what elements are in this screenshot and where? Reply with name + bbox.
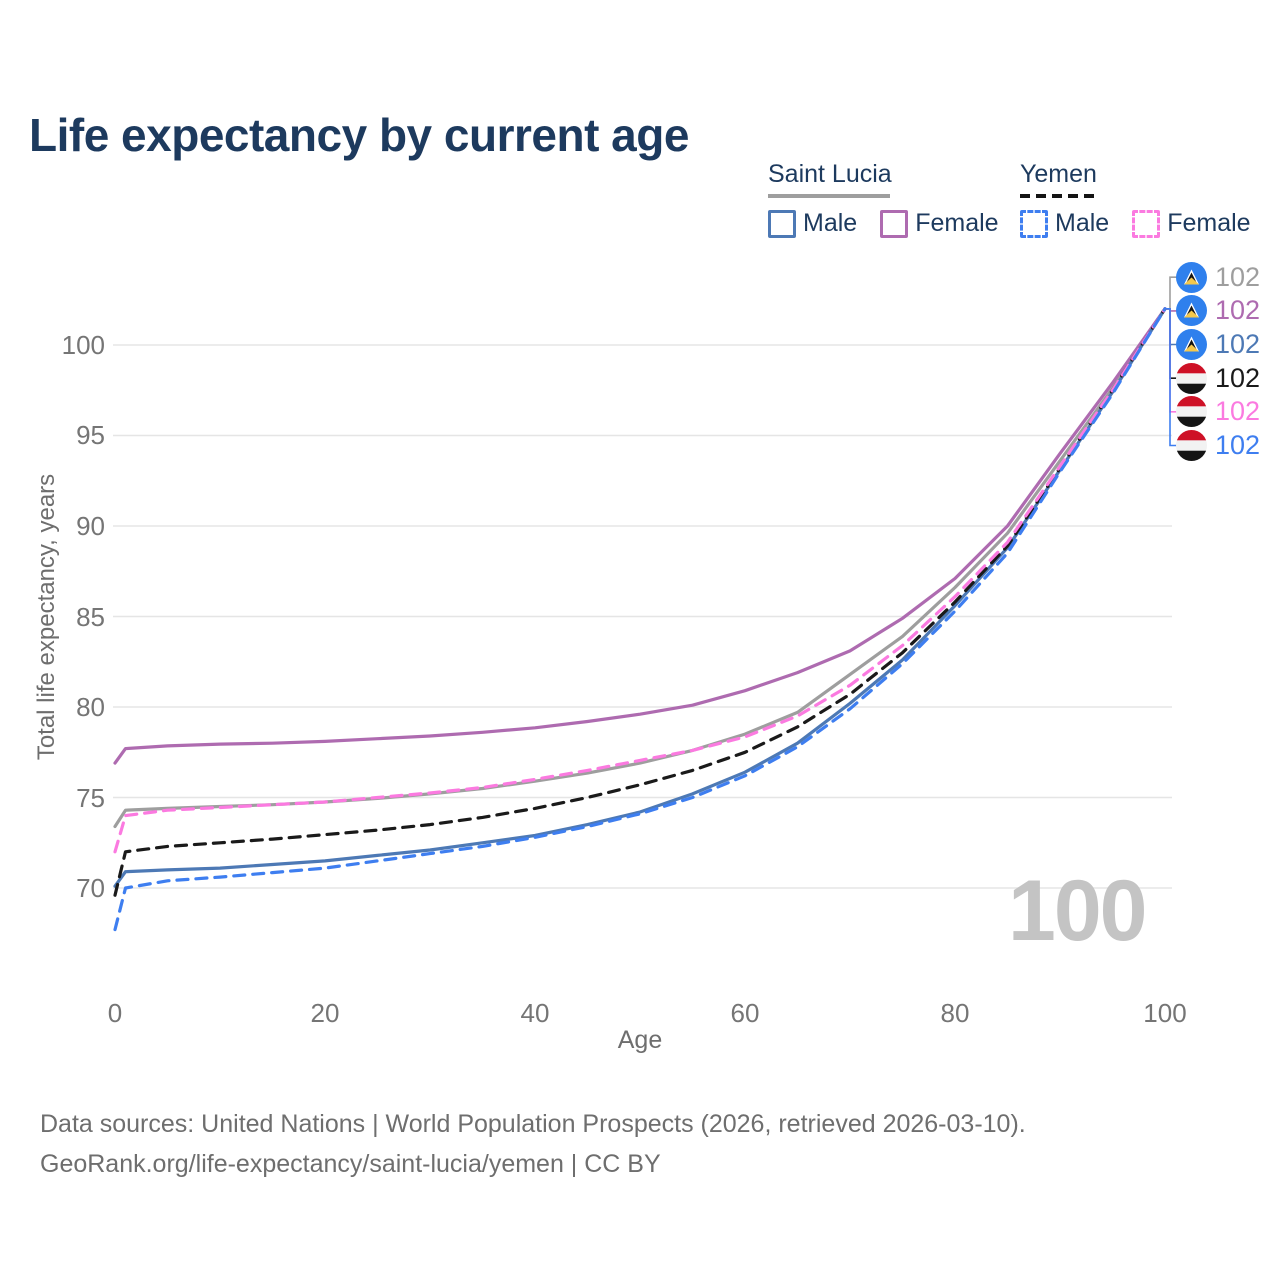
yemen-flag-icon (1176, 396, 1207, 428)
y-tick-label-100: 100 (61, 330, 105, 360)
legend-item-yemen-female[interactable]: Female (1132, 209, 1264, 238)
y-tick-label-80: 80 (76, 692, 105, 722)
endpoint-row-saint-lucia-male: 102 (1176, 329, 1260, 360)
saint-lucia-flag-icon (1176, 295, 1207, 327)
legend-label-saint-lucia-male: Male (803, 209, 858, 237)
endpoint-value-label-saint-lucia-female: 102 (1215, 295, 1261, 326)
legend-underline-yemen-dashed (1020, 194, 1100, 198)
x-tick-label-60: 60 (730, 998, 760, 1028)
endpoint-row-yemen-female: 102 (1176, 396, 1261, 428)
legend-item-yemen-male[interactable]: Male (1020, 209, 1123, 238)
legend-swatch-saint-lucia-female (880, 209, 909, 238)
endpoint-row-yemen-total: 102 (1176, 362, 1261, 394)
legend-item-saint-lucia-female[interactable]: Female (880, 209, 1012, 238)
endpoint-row-saint-lucia-female: 102 (1176, 295, 1261, 327)
y-tick-label-90: 90 (76, 511, 105, 541)
footer-attribution: GeoRank.org/life-expectancy/saint-lucia/… (40, 1150, 661, 1178)
x-axis-title: Age (617, 1026, 663, 1054)
endpoint-value-label-yemen-female: 102 (1215, 396, 1261, 427)
endpoint-value-label-saint-lucia-total: 102 (1215, 261, 1261, 292)
legend-swatch-yemen-female (1132, 209, 1161, 238)
x-tick-label-0: 0 (107, 998, 123, 1028)
legend-label-saint-lucia-female: Female (915, 209, 999, 237)
y-tick-label-95: 95 (76, 420, 105, 450)
endpoint-value-label-yemen-male: 102 (1215, 430, 1261, 460)
endpoint-connector-yemen-male (1165, 308, 1177, 447)
series-line-saint-lucia-male (113, 307, 1167, 888)
x-tick-label-100: 100 (1143, 998, 1187, 1028)
legend-item-saint-lucia-male[interactable]: Male (768, 209, 871, 238)
series-line-yemen-female (113, 307, 1167, 854)
saint-lucia-flag-icon (1176, 261, 1207, 293)
legend-underline-saint-lucia-solid (768, 194, 890, 198)
saint-lucia-flag-icon (1176, 329, 1207, 360)
age-counter-watermark: 100 (1008, 863, 1147, 959)
legend-country-saint-lucia: Saint Lucia (768, 160, 892, 188)
endpoint-row-yemen-male: 102 (1176, 430, 1260, 461)
legend-swatch-yemen-male (1020, 209, 1048, 238)
x-tick-label-20: 20 (310, 998, 340, 1028)
series-line-saint-lucia-female (113, 307, 1167, 765)
y-tick-label-70: 70 (76, 873, 105, 903)
legend-group-saint-lucia: Saint Lucia Male Female (768, 160, 1013, 238)
x-tick-label-80: 80 (940, 998, 970, 1028)
endpoint-value-label-yemen-total: 102 (1215, 362, 1261, 393)
series-line-saint-lucia-total (113, 307, 1167, 829)
legend-label-yemen-female: Female (1167, 209, 1251, 237)
yemen-flag-icon (1176, 362, 1207, 394)
y-tick-label-85: 85 (76, 602, 105, 632)
series-line-yemen-total (113, 307, 1167, 897)
series-line-yemen-male (113, 307, 1167, 932)
legend-label-yemen-male: Male (1055, 209, 1110, 237)
endpoint-value-label-saint-lucia-male: 102 (1215, 329, 1261, 359)
endpoint-row-saint-lucia-total: 102 (1176, 261, 1261, 293)
legend-group-yemen: Yemen Male Female (1020, 160, 1265, 238)
yemen-flag-icon (1176, 430, 1207, 461)
legend-country-yemen: Yemen (1020, 160, 1097, 188)
footer-data-sources: Data sources: United Nations | World Pop… (40, 1110, 1026, 1138)
y-tick-label-75: 75 (76, 783, 105, 813)
legend-swatch-saint-lucia-male (768, 209, 796, 238)
x-tick-label-40: 40 (520, 998, 550, 1028)
page-title: Life expectancy by current age (29, 109, 689, 161)
